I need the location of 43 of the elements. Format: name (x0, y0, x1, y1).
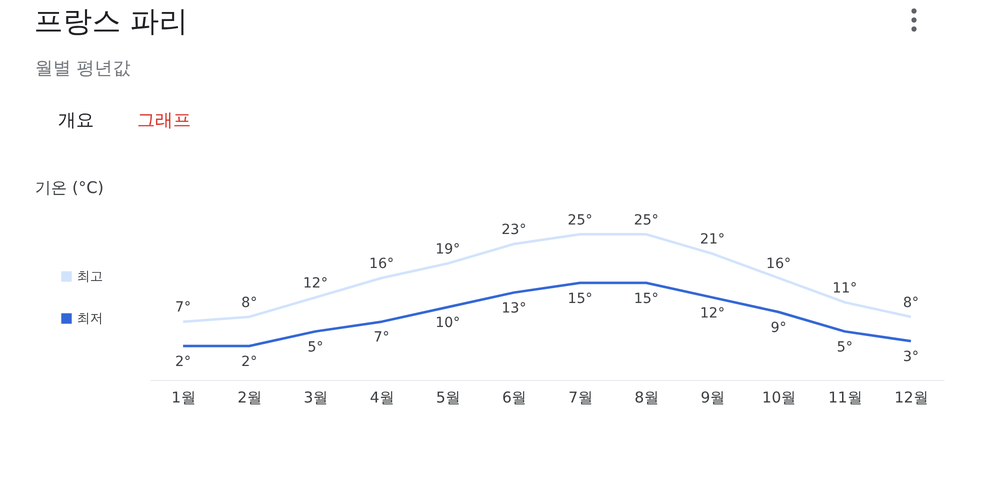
x-tick-label: 6월 (502, 388, 527, 406)
chart-title: 프랑스 파리 (34, 3, 188, 40)
data-label: 10° (435, 315, 460, 332)
data-label: 2° (175, 354, 192, 370)
x-tick-label: 5월 (436, 388, 461, 406)
x-tick-label: 3월 (304, 388, 328, 406)
data-label: 8° (902, 294, 919, 311)
data-label: 21° (700, 232, 725, 248)
data-label: 25° (634, 212, 659, 228)
x-tick-label: 11월 (828, 388, 862, 406)
data-label: 15° (634, 290, 659, 307)
x-tick-label: 2월 (237, 388, 262, 406)
data-label: 7° (175, 300, 192, 316)
data-label: 16° (369, 256, 394, 272)
data-label: 16° (766, 256, 791, 272)
data-label: 12° (700, 305, 725, 322)
chart-subtitle: 월별 평년값 (35, 57, 131, 80)
data-label: 12° (303, 275, 328, 292)
text: 개요 (58, 109, 94, 132)
data-label: 11° (832, 280, 858, 296)
data-label: 15° (568, 290, 592, 307)
x-tick-label: 8월 (634, 388, 660, 406)
data-label: 9° (770, 320, 787, 336)
legend-label: 최고 (77, 270, 103, 284)
x-tick-label: 10월 (762, 388, 796, 406)
text: 기온 (°C) (35, 178, 104, 199)
x-tick-label: 7월 (568, 388, 593, 406)
legend-label: 최저 (77, 312, 103, 326)
text: 그래프 (137, 109, 191, 132)
data-label: 8° (241, 294, 258, 311)
data-label: 13° (502, 300, 526, 317)
data-label: 19° (435, 241, 460, 258)
x-tick-label: 4월 (370, 388, 394, 406)
data-label: 3° (902, 349, 919, 366)
data-label: 23° (502, 222, 526, 238)
data-label: 25° (568, 212, 592, 228)
data-label: 7° (374, 330, 390, 346)
x-tick-label: 1월 (171, 388, 196, 406)
data-label: 5° (836, 339, 853, 356)
data-label: 5° (307, 339, 324, 356)
data-label: 2° (241, 354, 258, 370)
x-tick-label: 12월 (894, 388, 928, 406)
x-tick-label: 9월 (700, 388, 726, 406)
